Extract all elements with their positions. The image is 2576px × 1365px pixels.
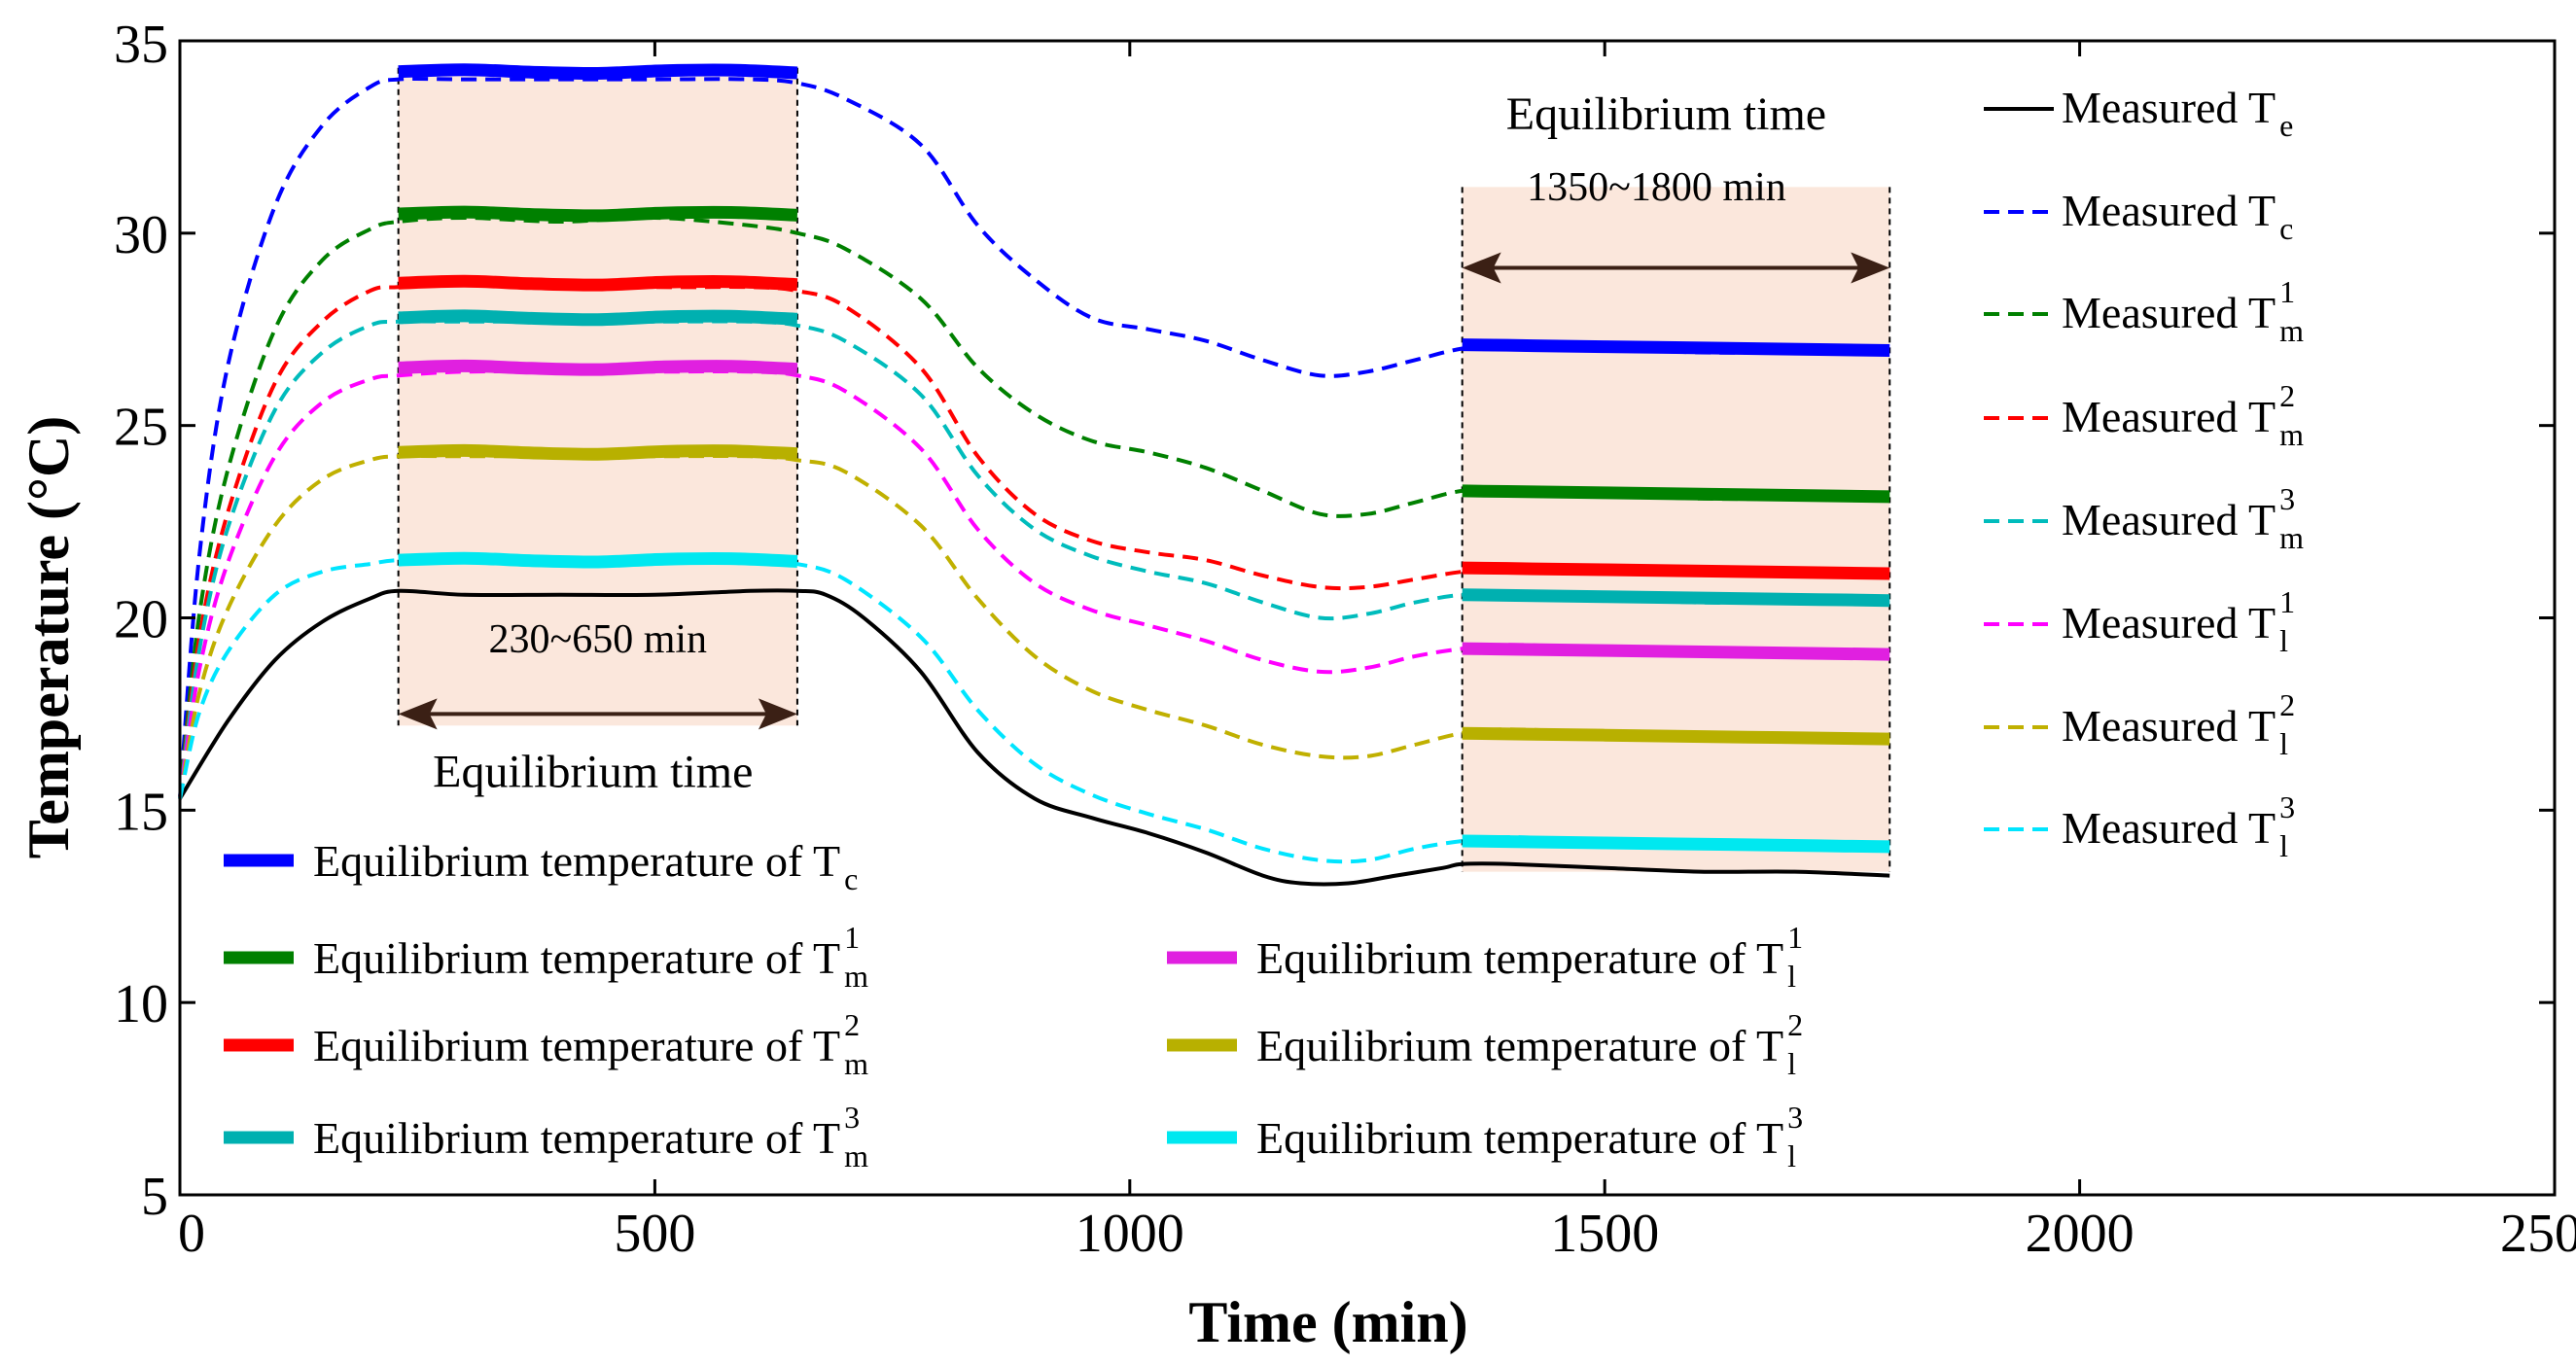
superscript: 2 (1787, 1007, 1803, 1042)
range-label: 1350~1800 min (1527, 165, 1786, 210)
equilibrium-line-1-1 (1462, 484, 1890, 504)
equilibrium-region-shade (1462, 187, 1890, 872)
equilibrium-line-5-1 (1462, 726, 1890, 746)
y-tick-label: 35 (114, 15, 168, 75)
x-tick-label: 1000 (1076, 1204, 1184, 1264)
subscript: l (1787, 1046, 1796, 1081)
arrowhead-right-icon (1851, 252, 1890, 284)
x-tick-label: 2000 (2026, 1204, 2135, 1264)
subscript: l (2279, 623, 2288, 658)
arrowhead-left-icon (398, 698, 438, 730)
superscript: 3 (2279, 481, 2295, 516)
equilibrium-line-2-1 (1462, 561, 1890, 580)
superscript: 2 (844, 1007, 860, 1042)
x-tick-label: 0 (178, 1204, 205, 1264)
equilibrium-line-1-0 (398, 205, 798, 223)
superscript: 1 (2279, 584, 2295, 619)
subscript: c (2279, 211, 2293, 246)
region-annotations: 230~650 min Equilibrium time Equilibrium t… (398, 88, 1890, 798)
y-tick-label: 5 (141, 1167, 168, 1227)
subscript: m (2279, 417, 2304, 452)
region-label: Equilibrium time (1506, 88, 1826, 140)
superscript: 1 (844, 920, 860, 955)
subscript: c (844, 861, 858, 896)
x-axis-title: Time (min) (1188, 1290, 1467, 1354)
subscript: m (2279, 520, 2304, 555)
y-axis-title: Temperature (°C) (17, 416, 81, 859)
equilibrium-line-0-1 (1462, 338, 1890, 357)
subscript: m (844, 1046, 868, 1081)
superscript: 2 (2279, 378, 2295, 413)
subscript: m (2279, 313, 2304, 348)
equilibrium-line-4-0 (398, 359, 798, 376)
subscript: l (1787, 959, 1796, 994)
equilibrium-line-3-1 (1462, 588, 1890, 608)
superscript: 3 (844, 1100, 860, 1135)
equilibrium-line-2-0 (398, 274, 798, 292)
range-label: 230~650 min (489, 617, 708, 662)
equilibrium-lines (398, 63, 1890, 854)
series-line-0 (178, 588, 1890, 887)
axes: 0 500 1000 1500 2000 2500 5 10 15 20 25 30 35 Time (m… (17, 15, 2576, 1354)
equilibrium-line-6-0 (398, 551, 798, 569)
equilibrium-region-shade (398, 67, 797, 726)
superscript: 3 (1787, 1100, 1803, 1135)
plot-frame (178, 39, 2557, 1197)
subscript: l (1787, 1138, 1796, 1173)
region-label: Equilibrium time (433, 747, 753, 798)
y-tick-label: 20 (114, 590, 168, 650)
x-tick-label: 500 (614, 1204, 695, 1264)
equilibrium-line-4-1 (1462, 642, 1890, 661)
equilibrium-line-6-1 (1462, 834, 1890, 854)
y-tick-label: 25 (114, 398, 168, 458)
superscript: 1 (1787, 920, 1803, 955)
arrowhead-left-icon (1462, 252, 1501, 284)
subscript: m (844, 1138, 868, 1173)
equilibrium-line-0-0 (398, 63, 798, 81)
y-tick-label: 30 (114, 205, 168, 265)
subscript: l (2279, 828, 2288, 863)
arrowhead-right-icon (758, 698, 797, 730)
subscript: l (2279, 726, 2288, 761)
superscript: 2 (2279, 687, 2295, 722)
x-tick-label: 1500 (1550, 1204, 1659, 1264)
equilibrium-regions (397, 67, 1891, 872)
subscript: e (2279, 108, 2293, 143)
equilibrium-line-3-0 (398, 309, 798, 327)
equilibrium-line-5-0 (398, 443, 798, 461)
series-line-4 (178, 319, 1890, 799)
y-tick-label: 15 (114, 782, 168, 842)
superscript: 3 (2279, 789, 2295, 824)
subscript: m (844, 959, 868, 994)
superscript: 1 (2279, 274, 2295, 309)
y-tick-label: 10 (114, 974, 168, 1034)
x-tick-label: 2500 (2500, 1204, 2576, 1264)
